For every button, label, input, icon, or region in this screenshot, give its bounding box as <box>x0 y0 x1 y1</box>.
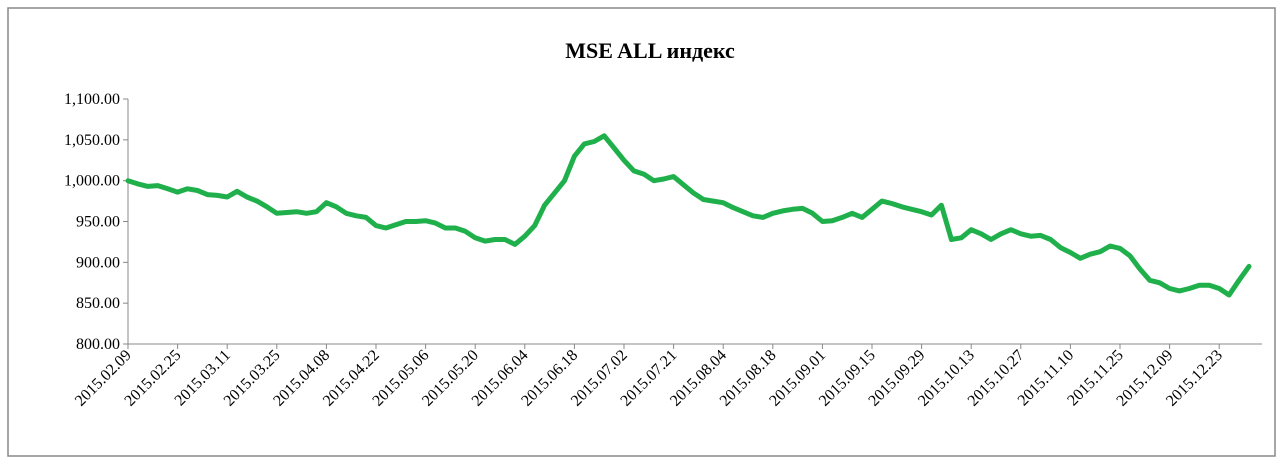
chart-title: MSE ALL индекс <box>565 38 735 63</box>
line-series <box>125 133 1252 298</box>
y-tick-label: 1,000.00 <box>64 173 120 190</box>
y-tick-label: 1,050.00 <box>64 132 120 149</box>
y-tick-label: 800.00 <box>76 336 120 353</box>
chart-frame <box>7 7 1276 457</box>
y-tick-label: 950.00 <box>76 214 120 231</box>
y-tick-label: 850.00 <box>76 295 120 312</box>
y-tick-label: 900.00 <box>76 254 120 271</box>
y-tick-label: 1,100.00 <box>64 91 120 108</box>
